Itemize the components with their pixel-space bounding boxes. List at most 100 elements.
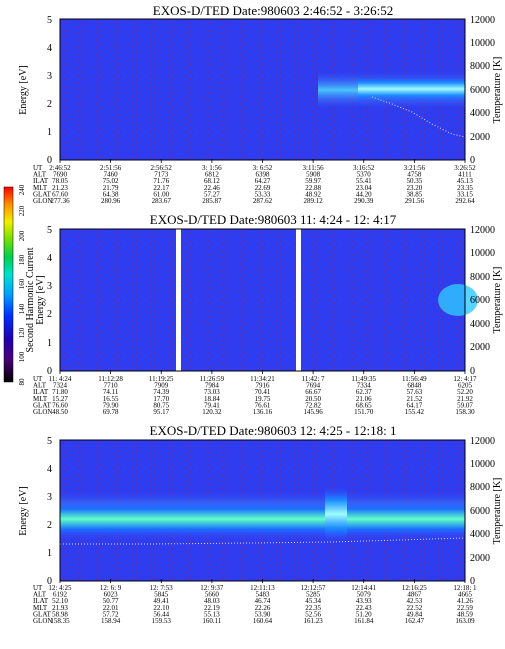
table-cell: 41.26 (457, 597, 473, 605)
table-cell: 11: 4:24 (49, 375, 72, 383)
table-cell: 285.87 (202, 197, 222, 205)
table-cell: 73.03 (204, 388, 220, 396)
table-cell: 155.42 (405, 408, 425, 416)
panel-3-temperature-trace (60, 537, 466, 545)
table-cell: 22.52 (407, 604, 423, 612)
panel-3-y2tick: 0 (470, 576, 475, 587)
panel-3-ytick: 5 (47, 436, 52, 447)
table-cell: 20.50 (305, 395, 321, 403)
table-cell: 7173 (154, 171, 169, 179)
table-row-label: ILAT (33, 177, 49, 185)
table-cell: 22.88 (305, 184, 321, 192)
table-cell: 23.35 (457, 184, 473, 192)
table-cell: 161.84 (354, 617, 374, 625)
table-cell: 160.64 (253, 617, 273, 625)
table-cell: 7690 (53, 171, 68, 179)
table-cell: 48.50 (52, 408, 68, 416)
table-cell: 4111 (458, 171, 472, 179)
table-row-label: GLAT (33, 401, 52, 409)
table-cell: 7460 (104, 171, 119, 179)
table-cell: 151.70 (354, 408, 374, 416)
table-cell: 158.30 (455, 408, 475, 416)
table-cell: 292.64 (455, 197, 475, 205)
table-cell: 22.10 (153, 604, 169, 612)
panel-1-y2tick: 2000 (470, 132, 490, 143)
table-cell: 3:16:52 (353, 164, 375, 172)
table-cell: 52.20 (457, 388, 473, 396)
table-cell: 22.69 (255, 184, 271, 192)
table-cell: 12: 4:25 (48, 584, 72, 592)
table-cell: 6205 (458, 382, 473, 390)
colorbar-tick: 80 (18, 378, 26, 386)
table-cell: 7334 (357, 382, 372, 390)
table-cell: 120.32 (202, 408, 222, 416)
table-cell: 3: 6:52 (253, 164, 273, 172)
table-cell: 68.65 (356, 401, 372, 409)
table-cell: 21.52 (407, 395, 423, 403)
panel-3-y2tick: 2000 (470, 553, 490, 564)
colorbar-tick: 180 (18, 254, 26, 265)
panel-1-y2tick: 0 (470, 155, 475, 166)
table-cell: 11:56:49 (402, 375, 427, 383)
table-cell: 158.94 (101, 617, 121, 625)
table-cell: 6023 (104, 591, 119, 599)
panel-3-table: UT 12: 4:25 12: 6: 9 12: 7:53 12: 9:37 12:11:… (33, 579, 477, 625)
table-cell: 51.20 (356, 610, 372, 618)
table-cell: 6812 (205, 171, 220, 179)
table-cell: 11:19:25 (149, 375, 174, 383)
table-cell: 12:11:13 (250, 584, 275, 592)
colorbar-tick: 200 (18, 230, 26, 241)
table-row-label: GLAT (33, 610, 52, 618)
table-cell: 76.61 (255, 401, 271, 409)
colorbar-label: Second Harmonic Current (25, 247, 36, 352)
panel-2-table: UT 11: 4:24 11:12:28 11:19:25 11:26:59 11:34:… (33, 370, 477, 416)
table-cell: 290.39 (354, 197, 374, 205)
colorbar-tick: 160 (18, 278, 26, 289)
panel-2-y2axis: 0 2000 4000 6000 8000 10000 12000 Temper… (470, 225, 503, 377)
panel-1-y2tick: 10000 (470, 38, 495, 49)
table-cell: 19.75 (255, 395, 271, 403)
panel-1-y2axis: 0 2000 4000 6000 8000 10000 12000 Temper… (470, 15, 503, 166)
panel-2-ytick: 2 (47, 309, 52, 320)
table-cell: 6848 (407, 382, 422, 390)
table-row-label: MLT (33, 604, 48, 612)
table-cell: 80.75 (153, 401, 169, 409)
panel-2-ytick: 0 (47, 366, 52, 377)
panel-2-data-gap (176, 229, 181, 371)
table-row-label: MLT (33, 184, 48, 192)
panel-3-yaxis: 0 1 2 3 4 5 Energy [eV] (18, 436, 52, 587)
table-cell: 22.01 (103, 604, 119, 612)
table-cell: 61.00 (153, 190, 169, 198)
panel-3-y2tick: 10000 (470, 459, 495, 470)
panel-3-band (60, 502, 465, 536)
table-row-label: GLON (33, 617, 52, 625)
panel-1-ylabel: Energy [eV] (18, 65, 29, 115)
table-cell: 7916 (256, 382, 271, 390)
colorbar-ticks: 80 100 120 140 160 180 200 220 240 (18, 184, 26, 385)
table-cell: 3:21:56 (404, 164, 426, 172)
table-cell: 53.90 (255, 610, 271, 618)
table-cell: 57.63 (407, 388, 423, 396)
table-cell: 21.23 (52, 184, 68, 192)
panel-2: EXOS-D/TED Date:980603 11: 4:24 - 12: 4:… (33, 212, 503, 416)
table-cell: 11:42: 7 (302, 375, 325, 383)
table-cell: 70.41 (255, 388, 271, 396)
panel-1-ytick: 0 (47, 155, 52, 166)
table-cell: 52.10 (52, 597, 68, 605)
table-cell: 7710 (104, 382, 119, 390)
table-row-label: GLON (33, 408, 52, 416)
table-cell: 58.98 (52, 610, 68, 618)
table-cell: 22.43 (356, 604, 372, 612)
table-cell: 76.60 (52, 401, 68, 409)
table-cell: 49.84 (407, 610, 423, 618)
panel-3-ytick: 3 (47, 492, 52, 503)
table-cell: 287.62 (253, 197, 273, 205)
table-cell: 12: 7:53 (150, 584, 174, 592)
colorbar-tick: 220 (18, 205, 26, 216)
panel-2-data-gap (296, 229, 301, 371)
panel-3: EXOS-D/TED Date:980603 12: 4:25 - 12:18:… (18, 423, 503, 625)
table-cell: 62.37 (356, 388, 372, 396)
table-cell: 21.79 (103, 184, 119, 192)
panel-3-ytick: 4 (47, 464, 52, 475)
